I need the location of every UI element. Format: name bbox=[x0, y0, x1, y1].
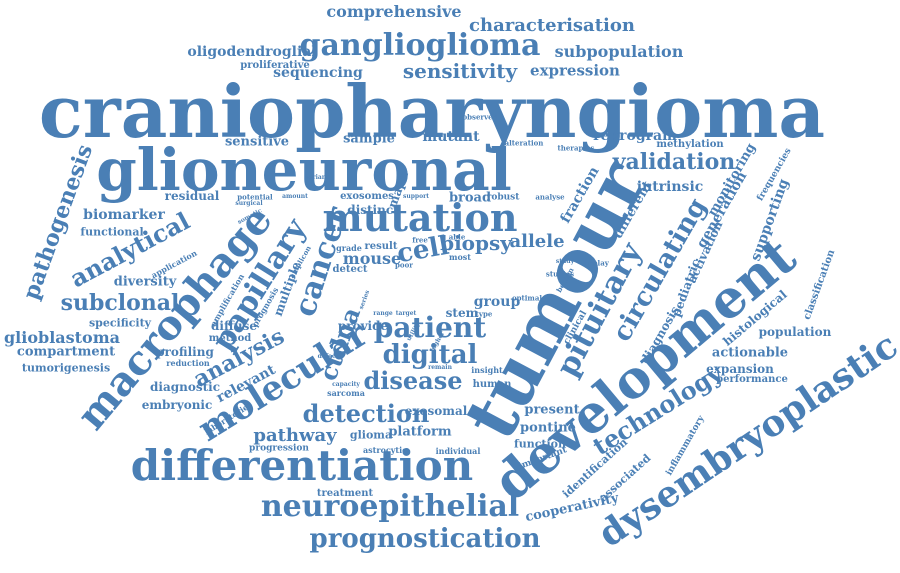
word-prognostication: prognostication bbox=[309, 524, 541, 554]
word-poor: poor bbox=[395, 260, 413, 270]
word-optimal: optimal bbox=[511, 293, 543, 303]
word-pontine: pontine bbox=[520, 420, 576, 436]
word-disease: disease bbox=[363, 366, 463, 395]
word-subpopulation: subpopulation bbox=[554, 42, 684, 61]
word-proliferative: proliferative bbox=[240, 60, 310, 71]
word-patient: patient bbox=[373, 311, 487, 344]
word-reprogram: reprogram bbox=[593, 128, 677, 144]
word-amount: amount bbox=[282, 193, 308, 200]
word-mouse: mouse bbox=[342, 249, 402, 268]
word-subclonal: subclonal bbox=[60, 290, 180, 316]
word-ganglioglioma: ganglioglioma bbox=[299, 28, 541, 63]
word-most: most bbox=[449, 252, 471, 262]
word-astrocytic: astrocytic bbox=[362, 445, 408, 455]
word-observed: observed bbox=[462, 112, 498, 122]
word-method: method bbox=[208, 333, 252, 344]
word-pathway: pathway bbox=[253, 425, 337, 446]
word-embryonic: embryonic bbox=[141, 398, 213, 412]
word-group: group bbox=[473, 294, 521, 310]
word-sensitive: sensitive bbox=[224, 134, 290, 150]
word-methylation: methylation bbox=[656, 139, 724, 150]
word-reduction: reduction bbox=[166, 358, 210, 368]
word-defect: defect bbox=[317, 353, 339, 360]
word-potential: potential bbox=[237, 192, 273, 202]
word-exosomal: exosomal bbox=[404, 404, 468, 418]
word-study: study bbox=[555, 258, 575, 265]
word-series: series bbox=[357, 289, 372, 311]
word-craniopharyngioma: craniopharyngioma bbox=[38, 69, 826, 154]
word-neuroepithelial: neuroepithelial bbox=[260, 489, 520, 524]
word-validation: validation bbox=[612, 149, 736, 175]
word-treatment: treatment bbox=[316, 488, 374, 499]
word-tumorigenesis: tumorigenesis bbox=[21, 361, 111, 375]
word-glioma: glioma bbox=[349, 428, 393, 442]
word-differentiation: differentiation bbox=[130, 441, 474, 490]
word-functional: functional bbox=[80, 225, 144, 239]
word-capacity: capacity bbox=[332, 381, 360, 388]
word-comprehensive: comprehensive bbox=[326, 2, 462, 21]
word-function: function bbox=[513, 437, 567, 451]
word-biomarker: biomarker bbox=[83, 207, 165, 223]
word-population: population bbox=[758, 325, 832, 339]
word-target: target bbox=[395, 310, 417, 317]
word-remain: remain bbox=[428, 364, 452, 371]
word-therapies: therapies bbox=[557, 143, 595, 153]
word-support: support bbox=[402, 193, 430, 200]
word-insight: insight bbox=[471, 365, 503, 375]
word-glioblastoma: glioblastoma bbox=[3, 328, 121, 347]
word-diagnostic: diagnostic bbox=[149, 380, 221, 394]
word-human: human bbox=[472, 379, 512, 390]
word-oligodendroglial: oligodendroglial bbox=[187, 44, 317, 60]
word-residual: residual bbox=[164, 189, 220, 203]
word-provide: provide bbox=[337, 319, 389, 333]
word-distinct: distinct bbox=[347, 203, 399, 217]
word-digital: digital bbox=[382, 340, 478, 370]
word-platform: platform bbox=[388, 424, 452, 440]
word-classification: classification bbox=[801, 248, 838, 322]
word-range: range bbox=[373, 310, 393, 317]
word-broad: broad bbox=[448, 190, 492, 206]
word-expansion: expansion bbox=[706, 362, 774, 376]
word-detection: detection bbox=[302, 399, 430, 428]
word-sample: sample bbox=[343, 131, 395, 147]
word-stem: stem bbox=[445, 306, 479, 320]
word-exosomes: exosomes bbox=[340, 191, 394, 202]
word-specificity: specificity bbox=[88, 316, 152, 330]
word-diversity: diversity bbox=[113, 274, 177, 290]
word-actionable: actionable bbox=[711, 345, 789, 361]
word-individual: individual bbox=[435, 446, 481, 456]
word-mutant: mutant bbox=[422, 129, 480, 145]
word-surgical: surgical bbox=[235, 200, 263, 207]
word-compartment: compartment bbox=[16, 344, 116, 360]
word-sequencing: sequencing bbox=[273, 65, 363, 81]
word-sarcoma: sarcoma bbox=[327, 388, 365, 398]
word-performance: performance bbox=[716, 374, 788, 385]
word-expression: expression bbox=[530, 61, 620, 80]
word-variant: variant bbox=[305, 174, 329, 181]
word-glioneuronal: glioneuronal bbox=[96, 136, 512, 204]
word-analyse: analyse bbox=[535, 192, 565, 202]
word-sensitivity: sensitivity bbox=[402, 59, 518, 83]
word-diffuse: diffuse bbox=[211, 319, 257, 333]
word-mutation: mutation bbox=[322, 195, 518, 240]
word-robust: robust bbox=[486, 192, 520, 203]
word-able: able bbox=[448, 232, 466, 242]
word-allele: allele bbox=[509, 231, 565, 252]
word-grade: grade bbox=[336, 243, 362, 253]
word-biopsy: biopsy bbox=[440, 231, 512, 255]
word-result: result bbox=[364, 241, 398, 252]
word-display: display bbox=[581, 258, 609, 268]
word-progression: progression bbox=[249, 443, 309, 454]
word-detect: detect bbox=[332, 264, 368, 275]
word-studies: studies bbox=[545, 269, 575, 279]
word-intrinsic: intrinsic bbox=[636, 179, 704, 195]
word-present: present bbox=[524, 402, 580, 418]
word-profiling: profiling bbox=[156, 345, 214, 359]
word-alteration: alteration bbox=[504, 138, 544, 148]
word-characterisation: characterisation bbox=[469, 15, 635, 36]
word-free: free bbox=[412, 235, 428, 245]
word-type: type bbox=[475, 309, 493, 319]
